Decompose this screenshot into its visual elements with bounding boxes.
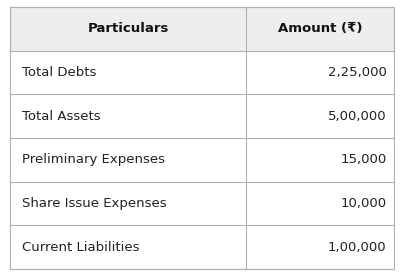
Bar [10,7,394,51]
Text: Total Debts: Total Debts [22,66,97,79]
Text: Preliminary Expenses: Preliminary Expenses [22,153,165,166]
Text: Total Assets: Total Assets [22,110,101,123]
Text: 15,000: 15,000 [341,153,387,166]
Text: 2,25,000: 2,25,000 [328,66,387,79]
Text: 10,000: 10,000 [341,197,387,210]
Text: Particulars: Particulars [87,22,169,35]
Text: 1,00,000: 1,00,000 [328,241,387,254]
Text: Current Liabilities: Current Liabilities [22,241,140,254]
Text: Share Issue Expenses: Share Issue Expenses [22,197,167,210]
Text: Amount (₹): Amount (₹) [278,22,362,35]
Text: 5,00,000: 5,00,000 [328,110,387,123]
